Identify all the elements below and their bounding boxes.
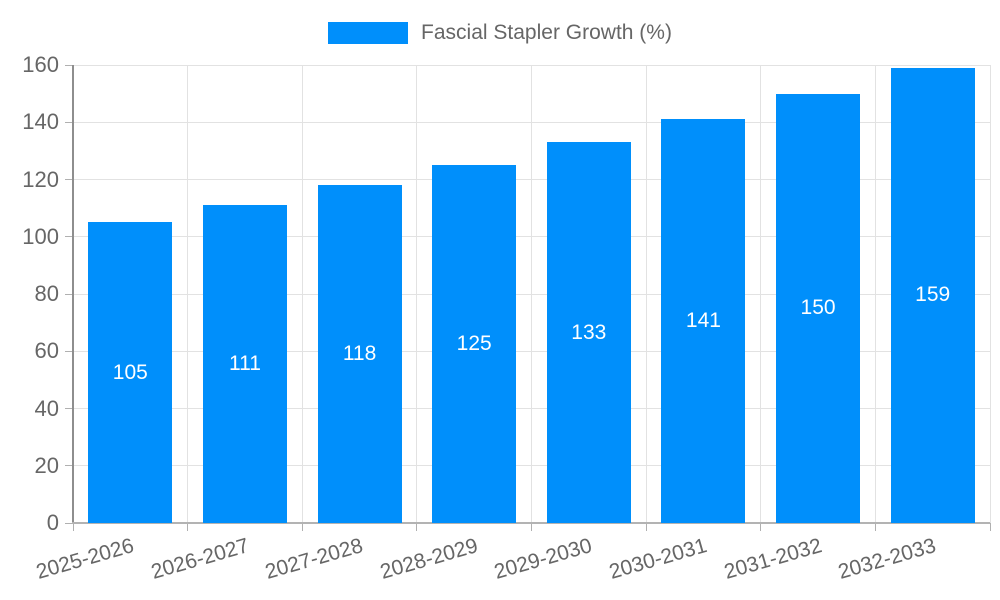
gridline-vertical bbox=[531, 65, 532, 523]
x-axis-label: 2025-2026 bbox=[33, 534, 137, 584]
y-axis-tick bbox=[65, 522, 73, 524]
bar-value-label: 125 bbox=[456, 332, 492, 356]
bar-value-label: 141 bbox=[685, 309, 721, 333]
x-axis-tick bbox=[989, 523, 991, 531]
gridline-vertical bbox=[760, 65, 762, 523]
legend-swatch bbox=[328, 22, 409, 44]
bar-value-label: 150 bbox=[800, 296, 836, 320]
gridline-vertical bbox=[989, 65, 991, 523]
bar-value-label: 159 bbox=[915, 283, 951, 307]
x-axis-tick bbox=[760, 523, 762, 531]
y-axis-tick-label: 0 bbox=[46, 510, 59, 535]
y-axis-tick-label: 80 bbox=[34, 281, 59, 306]
bar[interactable]: 111 bbox=[202, 205, 287, 523]
bar[interactable]: 159 bbox=[890, 67, 975, 523]
bar[interactable]: 125 bbox=[432, 165, 517, 523]
x-axis-tick bbox=[645, 523, 647, 531]
bar-value-label: 133 bbox=[571, 320, 607, 344]
x-axis-label: 2032-2033 bbox=[835, 534, 939, 584]
x-axis-tick bbox=[531, 523, 532, 531]
gridline-vertical bbox=[187, 65, 189, 523]
x-axis-label: 2030-2031 bbox=[606, 534, 710, 584]
y-axis-tick bbox=[65, 350, 73, 352]
gridline-vertical bbox=[301, 65, 303, 523]
gridline-vertical bbox=[874, 65, 876, 523]
x-axis-tick bbox=[416, 523, 418, 531]
y-axis-tick-label: 120 bbox=[22, 166, 59, 192]
y-axis-tick bbox=[65, 236, 73, 238]
y-axis-tick-label: 100 bbox=[22, 223, 59, 249]
bar-value-label: 118 bbox=[342, 342, 377, 366]
y-axis-tick bbox=[65, 465, 73, 467]
y-axis-tick-label: 160 bbox=[22, 52, 59, 77]
x-axis-label: 2027-2028 bbox=[262, 534, 366, 584]
bar[interactable]: 133 bbox=[546, 142, 631, 523]
bar[interactable]: 118 bbox=[317, 185, 402, 523]
y-axis-tick-label: 140 bbox=[22, 109, 59, 135]
gridline-vertical bbox=[645, 65, 647, 523]
y-axis-tick bbox=[65, 179, 73, 180]
y-axis-tick-label: 40 bbox=[34, 395, 59, 421]
gridline-vertical bbox=[416, 65, 418, 523]
x-axis-tick bbox=[187, 523, 189, 531]
y-axis-line bbox=[72, 65, 74, 523]
x-axis-tick bbox=[874, 523, 876, 531]
x-axis-label: 2029-2030 bbox=[491, 534, 595, 584]
x-axis-label: 2031-2032 bbox=[721, 534, 825, 584]
bar-value-label: 105 bbox=[112, 360, 148, 384]
legend-label: Fascial Stapler Growth (%) bbox=[421, 21, 672, 44]
x-axis-label: 2026-2027 bbox=[148, 534, 252, 584]
y-axis-tick-label: 60 bbox=[34, 338, 59, 364]
x-axis-label: 2028-2029 bbox=[377, 534, 481, 584]
y-axis-tick bbox=[65, 121, 73, 123]
bar-value-label: 111 bbox=[228, 352, 261, 376]
y-axis-tick-label: 20 bbox=[34, 452, 59, 478]
x-axis-tick bbox=[301, 523, 303, 531]
bar[interactable]: 141 bbox=[661, 119, 746, 523]
legend-item[interactable]: Fascial Stapler Growth (%) bbox=[0, 22, 1000, 44]
y-axis-tick bbox=[65, 408, 73, 409]
y-axis-tick bbox=[65, 64, 73, 66]
bar[interactable]: 105 bbox=[88, 222, 173, 523]
x-axis-tick bbox=[72, 523, 74, 531]
y-axis-tick bbox=[65, 293, 73, 295]
x-axis-line bbox=[72, 522, 990, 524]
bar[interactable]: 150 bbox=[776, 93, 861, 523]
